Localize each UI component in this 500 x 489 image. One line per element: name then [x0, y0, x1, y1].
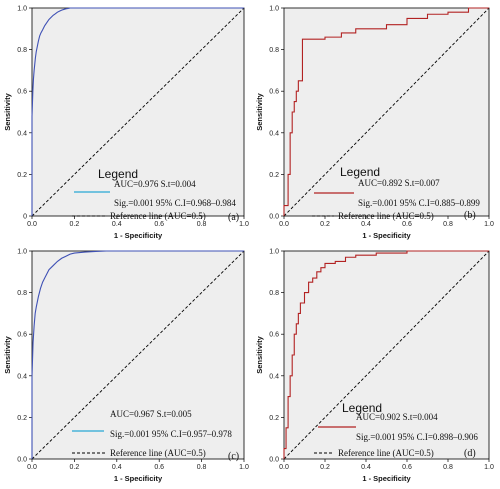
y-tick-label: 0.8: [269, 47, 279, 54]
panel-tag: (c): [228, 451, 239, 462]
panel-tag: (d): [464, 448, 476, 459]
x-tick-label: 1.0: [239, 221, 249, 228]
y-tick-label: 0.2: [17, 415, 27, 422]
roc-panel: 0.0 0.2 0.4 0.6 0.8 1.0 0.0 0.2 0.4 0.6 0.8 1.0 1 - …: [255, 6, 494, 241]
reference-line: [283, 7, 490, 217]
x-tick-label: 0.8: [197, 464, 207, 471]
legend-significance: Sig.=0.001 95% C.I=0.898–0.906: [356, 432, 478, 442]
x-tick-label: 0.0: [27, 221, 37, 228]
y-tick-label: 0.2: [269, 415, 279, 422]
x-tick-label: 0.2: [70, 221, 80, 228]
roc-curve: [283, 7, 489, 216]
y-tick-label: 0: [23, 214, 27, 221]
x-tick-label: 1.0: [484, 464, 494, 471]
y-tick-label: 1.0: [17, 6, 27, 13]
y-tick-label: 0.6: [17, 332, 27, 339]
x-tick-label: 0.2: [70, 464, 80, 471]
y-axis-label: Sensitivity: [255, 92, 264, 130]
y-tick-label: 0.4: [17, 373, 27, 380]
legend-title: Legend: [98, 167, 138, 181]
x-tick-label: 0.8: [197, 221, 207, 228]
x-axis-label: 1 - Specificity: [362, 231, 411, 240]
x-tick-label: 0.0: [27, 464, 37, 471]
x-tick-label: 1.0: [239, 464, 249, 471]
y-tick-label: 0.2: [269, 172, 279, 179]
x-tick-label: 0.4: [112, 464, 122, 471]
legend-reference-label: Reference line (AUC=0.5): [110, 211, 206, 221]
roc-curve: [31, 250, 244, 459]
y-tick-label: 1.0: [269, 249, 279, 256]
y-tick-label: 0.0: [269, 214, 279, 221]
y-tick-label: 0.8: [269, 290, 279, 297]
x-tick-label: 0.8: [443, 221, 453, 228]
legend-reference-label: Reference line (AUC=0.5): [338, 448, 434, 458]
legend-reference-label: Reference line (AUC=0.5): [338, 211, 434, 221]
roc-panel: 0.0 0.2 0.4 0.6 0.8 1.0 0 0.2 0.4 0.6 0.8 1.0 1 - Sp…: [3, 6, 249, 241]
legend-title: Legend: [340, 165, 380, 179]
y-tick-label: 0.4: [269, 130, 279, 137]
legend-auc: AUC=0.892 S.t=0.007: [358, 178, 440, 188]
reference-line: [31, 250, 245, 460]
legend-significance: Sig.=0.001 95% C.I=0.957–0.978: [110, 429, 232, 439]
x-tick-label: 0.4: [361, 221, 371, 228]
x-tick-label: 0.2: [320, 221, 330, 228]
panel-tag: (a): [228, 212, 239, 223]
x-tick-label: 0.6: [402, 464, 412, 471]
legend-significance: Sig.=0.001 95% C.I=0.968–0.984: [114, 198, 236, 208]
x-tick-label: 0.0: [279, 464, 289, 471]
x-tick-label: 0.4: [112, 221, 122, 228]
x-tick-label: 0.6: [154, 464, 164, 471]
panel-tag: (b): [464, 210, 476, 221]
reference-line: [283, 250, 490, 460]
roc-curve: [283, 250, 489, 459]
roc-curve: [31, 7, 244, 216]
x-tick-label: 0.2: [320, 464, 330, 471]
y-tick-label: 0.6: [17, 89, 27, 96]
x-tick-label: 0.6: [402, 221, 412, 228]
y-tick-label: 0.6: [269, 332, 279, 339]
y-axis-label: Sensitivity: [255, 335, 264, 373]
y-tick-label: 0.8: [17, 290, 27, 297]
x-axis-label: 1 - Specificity: [362, 474, 411, 483]
y-tick-label: 0.6: [269, 89, 279, 96]
x-tick-label: 0.4: [361, 464, 371, 471]
y-tick-label: 1.0: [269, 6, 279, 13]
reference-line: [31, 7, 245, 217]
roc-panel: 0.0 0.2 0.4 0.6 0.8 1.0 0.0 0.2 0.4 0.6 0.8 1.0 1 - …: [3, 249, 249, 484]
x-tick-label: 1.0: [484, 221, 494, 228]
y-tick-label: 0.0: [17, 457, 27, 464]
legend-significance: Sig.=0.001 95% C.I=0.885–0.899: [358, 198, 480, 208]
legend-reference-label: Reference line (AUC=0.5): [110, 448, 206, 458]
y-axis-label: Sensitivity: [3, 335, 12, 373]
x-tick-label: 0.8: [443, 464, 453, 471]
legend-auc: AUC=0.902 S.t=0.004: [356, 412, 438, 422]
y-tick-label: 0.8: [17, 47, 27, 54]
x-axis-label: 1 - Specificity: [114, 231, 163, 240]
y-tick-label: 0.4: [269, 373, 279, 380]
legend-title: Legend: [342, 401, 382, 415]
y-tick-label: 0.4: [17, 130, 27, 137]
x-tick-label: 0.6: [154, 221, 164, 228]
y-tick-label: 1.0: [17, 249, 27, 256]
legend-auc: AUC=0.976 S.t=0.004: [114, 179, 196, 189]
x-tick-label: 0.0: [279, 221, 289, 228]
roc-panel: 0.0 0.2 0.4 0.6 0.8 1.0 0.0 0.2 0.4 0.6 0.8 1.0 1 - …: [255, 249, 494, 484]
y-tick-label: 0.2: [17, 172, 27, 179]
y-tick-label: 0.0: [269, 457, 279, 464]
x-axis-label: 1 - Specificity: [114, 474, 163, 483]
legend-auc: AUC=0.967 S.t=0.005: [110, 409, 192, 419]
y-axis-label: Sensitivity: [3, 92, 12, 130]
